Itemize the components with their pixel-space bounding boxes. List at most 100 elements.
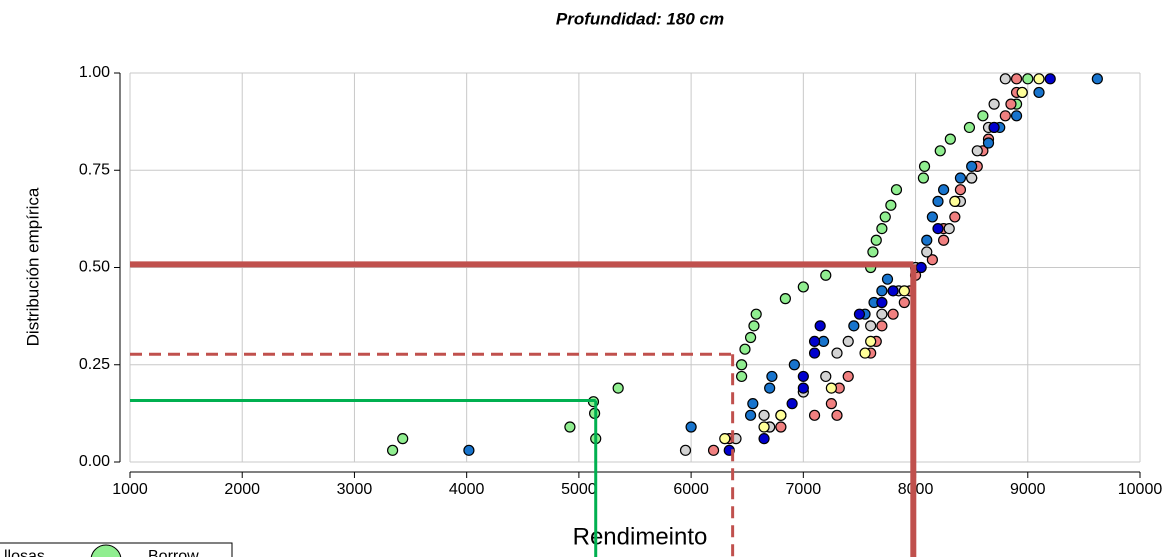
- chart-title: Profundidad: 180 cm: [556, 9, 724, 28]
- point: [915, 261, 927, 274]
- point: [879, 211, 891, 223]
- point: [736, 370, 748, 383]
- point: [1044, 73, 1056, 85]
- point: [758, 433, 770, 445]
- point: [921, 246, 933, 258]
- point: [1022, 73, 1034, 85]
- point: [820, 370, 832, 383]
- point: [764, 382, 776, 394]
- point: [825, 398, 837, 410]
- point: [739, 343, 751, 355]
- point: [926, 211, 938, 223]
- x-tick-label: 2000: [224, 481, 260, 498]
- point: [1033, 86, 1045, 99]
- point: [954, 184, 967, 196]
- point: [679, 444, 692, 456]
- point: [867, 246, 879, 258]
- x-tick-label: 3000: [337, 481, 373, 498]
- point: [898, 285, 910, 297]
- point: [943, 223, 955, 235]
- point: [564, 421, 576, 433]
- point: [876, 296, 888, 309]
- point: [853, 308, 866, 320]
- point: [750, 308, 762, 320]
- point: [831, 347, 843, 359]
- x-tick-label: 10000: [1118, 481, 1163, 498]
- point: [885, 199, 897, 211]
- point: [1091, 73, 1103, 85]
- point: [463, 444, 475, 456]
- point: [890, 184, 903, 196]
- point: [966, 160, 978, 172]
- point: [1016, 86, 1028, 99]
- point: [797, 382, 809, 394]
- x-tick-label: 1000: [112, 481, 148, 498]
- point: [963, 121, 976, 134]
- point: [842, 370, 854, 383]
- point: [612, 382, 624, 394]
- y-tick-label: 0.75: [79, 161, 110, 178]
- point: [898, 296, 910, 309]
- point: [999, 110, 1011, 122]
- point: [786, 398, 798, 410]
- point: [736, 359, 748, 371]
- point: [748, 320, 760, 332]
- point: [865, 320, 877, 332]
- point: [971, 145, 983, 157]
- point: [797, 281, 809, 293]
- point: [775, 409, 787, 421]
- point: [859, 347, 871, 359]
- x-tick-label: 6000: [673, 481, 709, 498]
- point: [758, 409, 770, 421]
- point: [1010, 110, 1023, 122]
- point: [876, 285, 888, 297]
- point: [397, 433, 409, 445]
- point: [932, 195, 944, 207]
- point: [999, 73, 1011, 85]
- point: [1005, 98, 1017, 110]
- point: [758, 421, 770, 433]
- point: [988, 121, 1000, 134]
- point: [949, 195, 961, 207]
- legend-label: Borrow: [148, 548, 199, 557]
- point: [921, 234, 933, 246]
- point: [932, 223, 944, 235]
- y-tick-label: 0.00: [79, 453, 110, 470]
- point: [707, 444, 720, 456]
- point: [842, 335, 854, 348]
- point: [808, 335, 821, 348]
- point: [685, 421, 697, 433]
- point: [954, 172, 967, 184]
- point: [766, 370, 778, 383]
- point: [977, 110, 989, 122]
- point: [918, 160, 931, 172]
- point: [719, 433, 731, 445]
- x-tick-label: 9000: [1010, 481, 1046, 498]
- legend-label: llosas: [4, 548, 45, 557]
- y-axis-label: Distribución empírica: [23, 187, 42, 346]
- point: [865, 335, 877, 348]
- point: [797, 370, 809, 383]
- x-tick-label: 5000: [561, 481, 597, 498]
- point: [848, 320, 860, 332]
- point: [747, 398, 759, 410]
- point: [876, 223, 888, 235]
- point: [887, 308, 899, 320]
- point: [788, 359, 800, 371]
- x-axis-label: Rendimeinto: [573, 523, 708, 550]
- point: [966, 172, 978, 184]
- x-tick-label: 4000: [449, 481, 485, 498]
- point: [876, 320, 888, 332]
- point: [825, 382, 837, 394]
- point: [1010, 73, 1023, 85]
- point: [938, 184, 950, 196]
- point: [814, 320, 826, 332]
- point: [988, 98, 1000, 110]
- point: [938, 234, 950, 246]
- point: [831, 409, 843, 421]
- point: [982, 137, 995, 149]
- y-tick-label: 0.25: [79, 356, 110, 373]
- point: [1033, 73, 1045, 85]
